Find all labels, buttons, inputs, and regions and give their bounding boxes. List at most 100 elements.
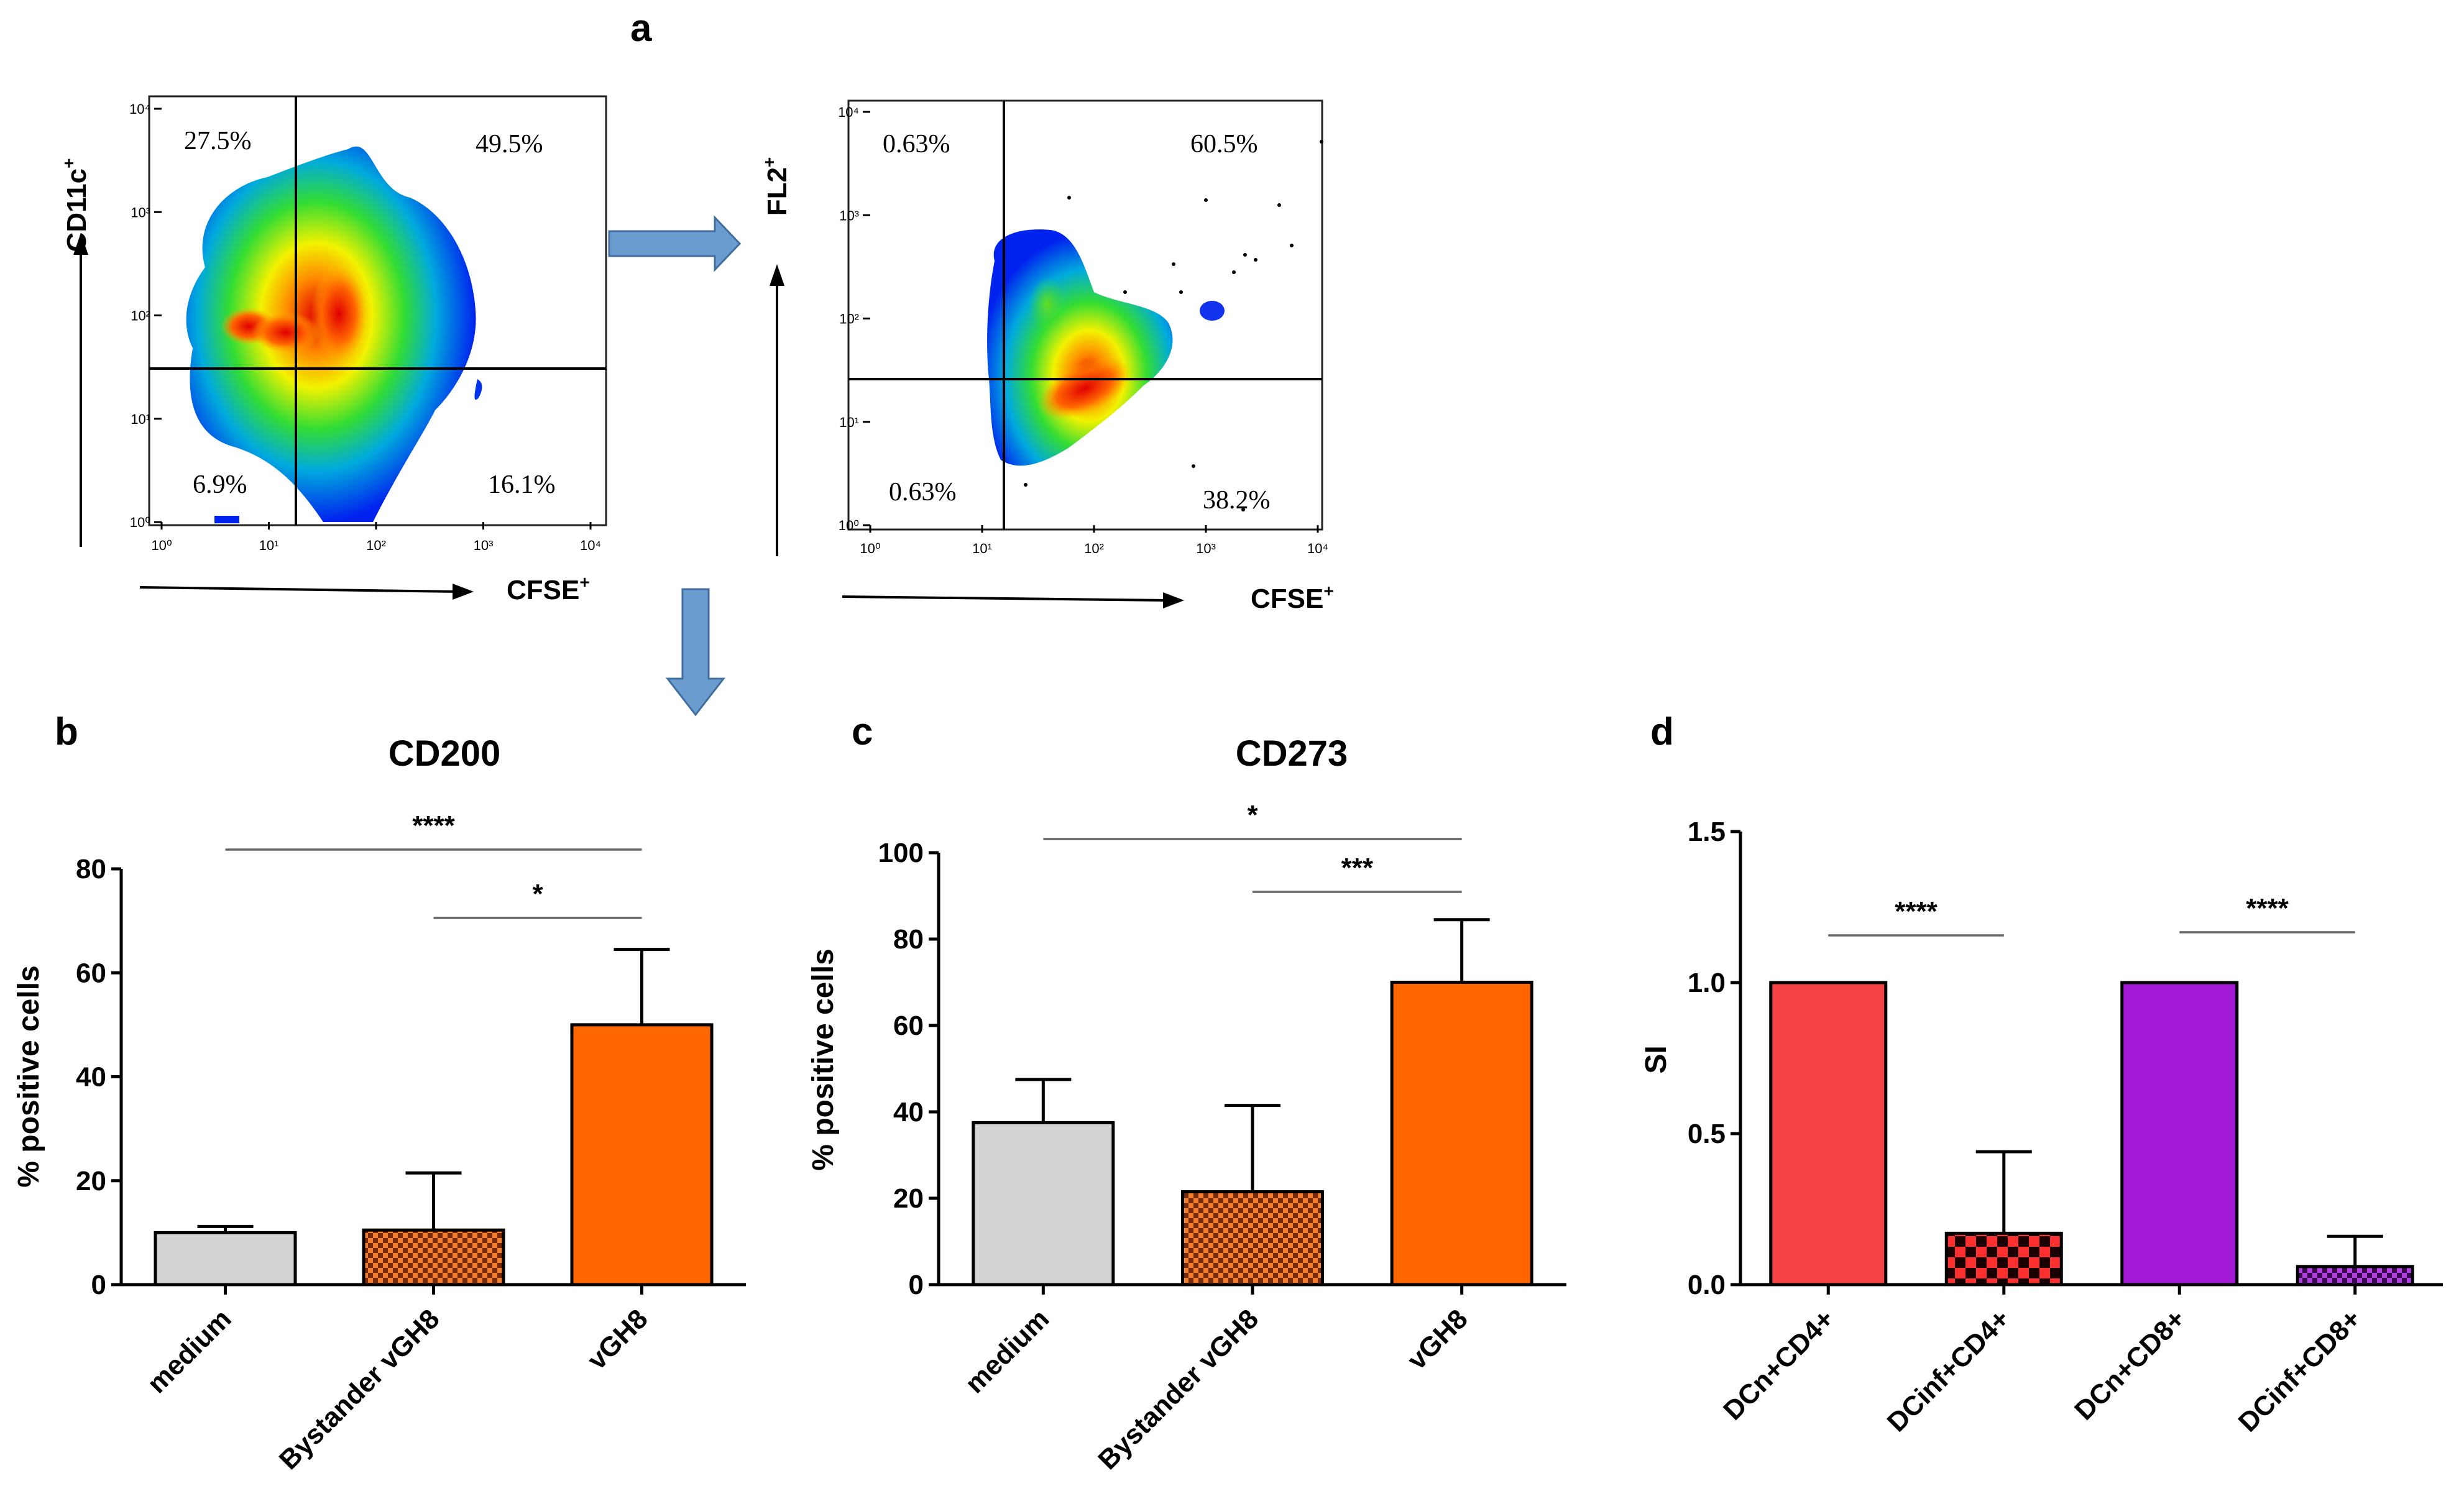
flow-plot-2-density <box>987 229 1173 466</box>
y-tick-label: 1.5 <box>1688 817 1726 847</box>
flow-plot-1-ur: 49.5% <box>476 130 543 158</box>
flow-x-tick-label: 10⁴ <box>1307 541 1328 556</box>
y-tick-label: 80 <box>893 924 924 955</box>
flow-plot-1-y-arrowhead <box>73 233 88 255</box>
y-tick-label: 0.5 <box>1688 1119 1726 1149</box>
y-tick-label: 20 <box>76 1166 106 1196</box>
flow-plot-2-event-blob <box>1200 301 1225 321</box>
y-tick-label: 20 <box>893 1183 924 1214</box>
flow-y-tick-label: 10¹ <box>131 411 150 427</box>
chart-title: CD273 <box>1236 733 1348 774</box>
panel-label-a: a <box>630 7 652 50</box>
flow-plot-1-x-arrowhead <box>453 584 474 600</box>
bar-bystander-vgh8 <box>362 1228 505 1287</box>
flow-plot-2-x-arrowhead <box>1163 592 1184 608</box>
x-tick-label: medium <box>959 1303 1055 1399</box>
flow-plot-1-x-label: CFSE+ <box>507 572 590 605</box>
chart-title: CD200 <box>388 733 501 774</box>
y-tick-label: 60 <box>893 1011 924 1041</box>
flow-y-tick-label: 10² <box>131 308 150 324</box>
bar-medium <box>972 1121 1115 1287</box>
flow-plot-2-hotspot-b <box>1029 277 1066 333</box>
bar-vgh8 <box>570 1023 714 1287</box>
flow-x-tick-label: 10⁴ <box>580 538 601 553</box>
flow-x-tick-label: 10² <box>1084 541 1104 556</box>
bar-vgh8 <box>1390 981 1533 1287</box>
bar-dcn-cd8- <box>2120 981 2239 1287</box>
flow-plot-2-ll: 0.63% <box>889 478 957 507</box>
flow-plot-2-ul: 0.63% <box>883 130 950 158</box>
flow-y-tick-label: 10⁴ <box>129 101 150 117</box>
flow-x-tick-label: 10³ <box>474 538 494 553</box>
flow-plot-2-ur: 60.5% <box>1190 130 1258 158</box>
y-tick-label: 80 <box>76 854 106 884</box>
flow-plot-2-hotspot-a <box>1038 357 1131 420</box>
flow-plot-2-x-label: CFSE+ <box>1251 581 1334 614</box>
bar-chart-si: SI 0.0 0.5 1.0 1.5 DCn+CD4+ DCinf+CD4+ DCn+CD8+… <box>1640 817 2443 1438</box>
flow-plot-2-y-arrowhead <box>770 264 784 286</box>
x-tick-label: DCn+CD4+ <box>1717 1303 1840 1426</box>
y-tick-label: 0 <box>91 1270 106 1300</box>
bar-dcinf-cd4- <box>1944 1231 2063 1287</box>
x-tick-label: Bystander vGH8 <box>1092 1303 1264 1475</box>
flow-plot-1-x-ticks: 10⁰ 10¹ 10² 10³ 10⁴ <box>151 522 601 553</box>
significance-label: *** <box>1341 853 1374 883</box>
flow-plot-2-y-ticks: 10⁰ 10¹ 10² 10³ 10⁴ <box>838 104 870 533</box>
flow-plot-1-event-cluster <box>214 516 239 523</box>
flow-plot-1: 27.5% 49.5% 6.9% 16.1% 10⁰ 10¹ 10² 10³ 10⁴ 1… <box>59 95 607 605</box>
bar-chart-cd273: CD273 % positive cells 0 20 40 60 80 100 medium B… <box>807 733 1566 1475</box>
flow-y-tick-label: 10¹ <box>839 415 859 430</box>
arrow-right-icon <box>608 215 742 272</box>
y-axis-label: % positive cells <box>807 948 840 1171</box>
y-tick-label: 0.0 <box>1688 1270 1726 1300</box>
arrow-down-icon <box>665 588 726 717</box>
significance-label: **** <box>1895 896 1938 927</box>
flow-y-tick-label: 10⁰ <box>130 515 150 530</box>
flow-plot-1-frame <box>148 95 607 526</box>
significance-label: **** <box>2246 893 2289 924</box>
y-axis-label: SI <box>1640 1045 1673 1073</box>
flow-x-tick-label: 10⁰ <box>860 541 880 556</box>
flow-plot-1-hotspot-a <box>311 267 367 360</box>
flow-plot-1-hotspot-c <box>252 313 320 352</box>
y-tick-label: 1.0 <box>1688 968 1726 998</box>
panel-label-b: b <box>55 710 78 753</box>
significance-label: * <box>532 879 543 909</box>
flow-plot-2-x-arrow <box>842 595 1169 602</box>
flow-plot-1-y-ticks: 10⁰ 10¹ 10² 10³ 10⁴ <box>129 101 162 530</box>
flow-x-tick-label: 10³ <box>1196 541 1216 556</box>
flow-y-tick-label: 10⁴ <box>838 104 859 120</box>
flow-x-tick-label: 10¹ <box>972 541 992 556</box>
flow-plot-1-ul: 27.5% <box>184 127 252 155</box>
y-tick-label: 60 <box>76 958 106 988</box>
flow-x-tick-label: 10² <box>366 538 386 553</box>
x-tick-label: vGH8 <box>1402 1303 1474 1375</box>
y-tick-label: 100 <box>878 838 924 868</box>
flow-plot-1-lr: 16.1% <box>488 470 556 499</box>
y-tick-label: 0 <box>909 1270 924 1300</box>
flow-plot-2-scatter-events <box>1024 140 1323 511</box>
y-axis-label: % positive cells <box>12 965 45 1188</box>
x-tick-label: vGH8 <box>582 1303 654 1375</box>
flow-y-tick-label: 10⁰ <box>839 518 859 533</box>
flow-plot-1-ll: 6.9% <box>193 470 247 499</box>
flow-plot-2-x-ticks: 10⁰ 10¹ 10² 10³ 10⁴ <box>860 525 1328 556</box>
flow-plot-2-y-label: FL2+ <box>760 157 793 216</box>
significance-label: * <box>1247 800 1258 830</box>
flow-x-tick-label: 10¹ <box>259 538 279 553</box>
panel-label-c: c <box>852 710 873 753</box>
x-tick-label: DCinf+CD4+ <box>1882 1303 2016 1438</box>
bar-dcn-cd4- <box>1769 981 1888 1287</box>
flow-plot-1-x-arrow <box>139 586 461 593</box>
flow-y-tick-label: 10³ <box>839 208 859 223</box>
panel-label-d: d <box>1650 710 1674 753</box>
x-tick-label: DCn+CD8+ <box>2069 1303 2191 1426</box>
flow-plot-2: 0.63% 60.5% 0.63% 38.2% 10⁰ 10¹ 10² 10³ 10⁴ … <box>760 99 1334 614</box>
flow-plot-2-lr: 38.2% <box>1203 486 1271 515</box>
x-tick-label: Bystander vGH8 <box>274 1303 446 1475</box>
significance-label: **** <box>412 810 455 841</box>
flow-x-tick-label: 10⁰ <box>151 538 172 553</box>
bar-dcinf-cd8- <box>2296 1265 2414 1287</box>
flow-plot-1-event-blob <box>474 379 482 400</box>
